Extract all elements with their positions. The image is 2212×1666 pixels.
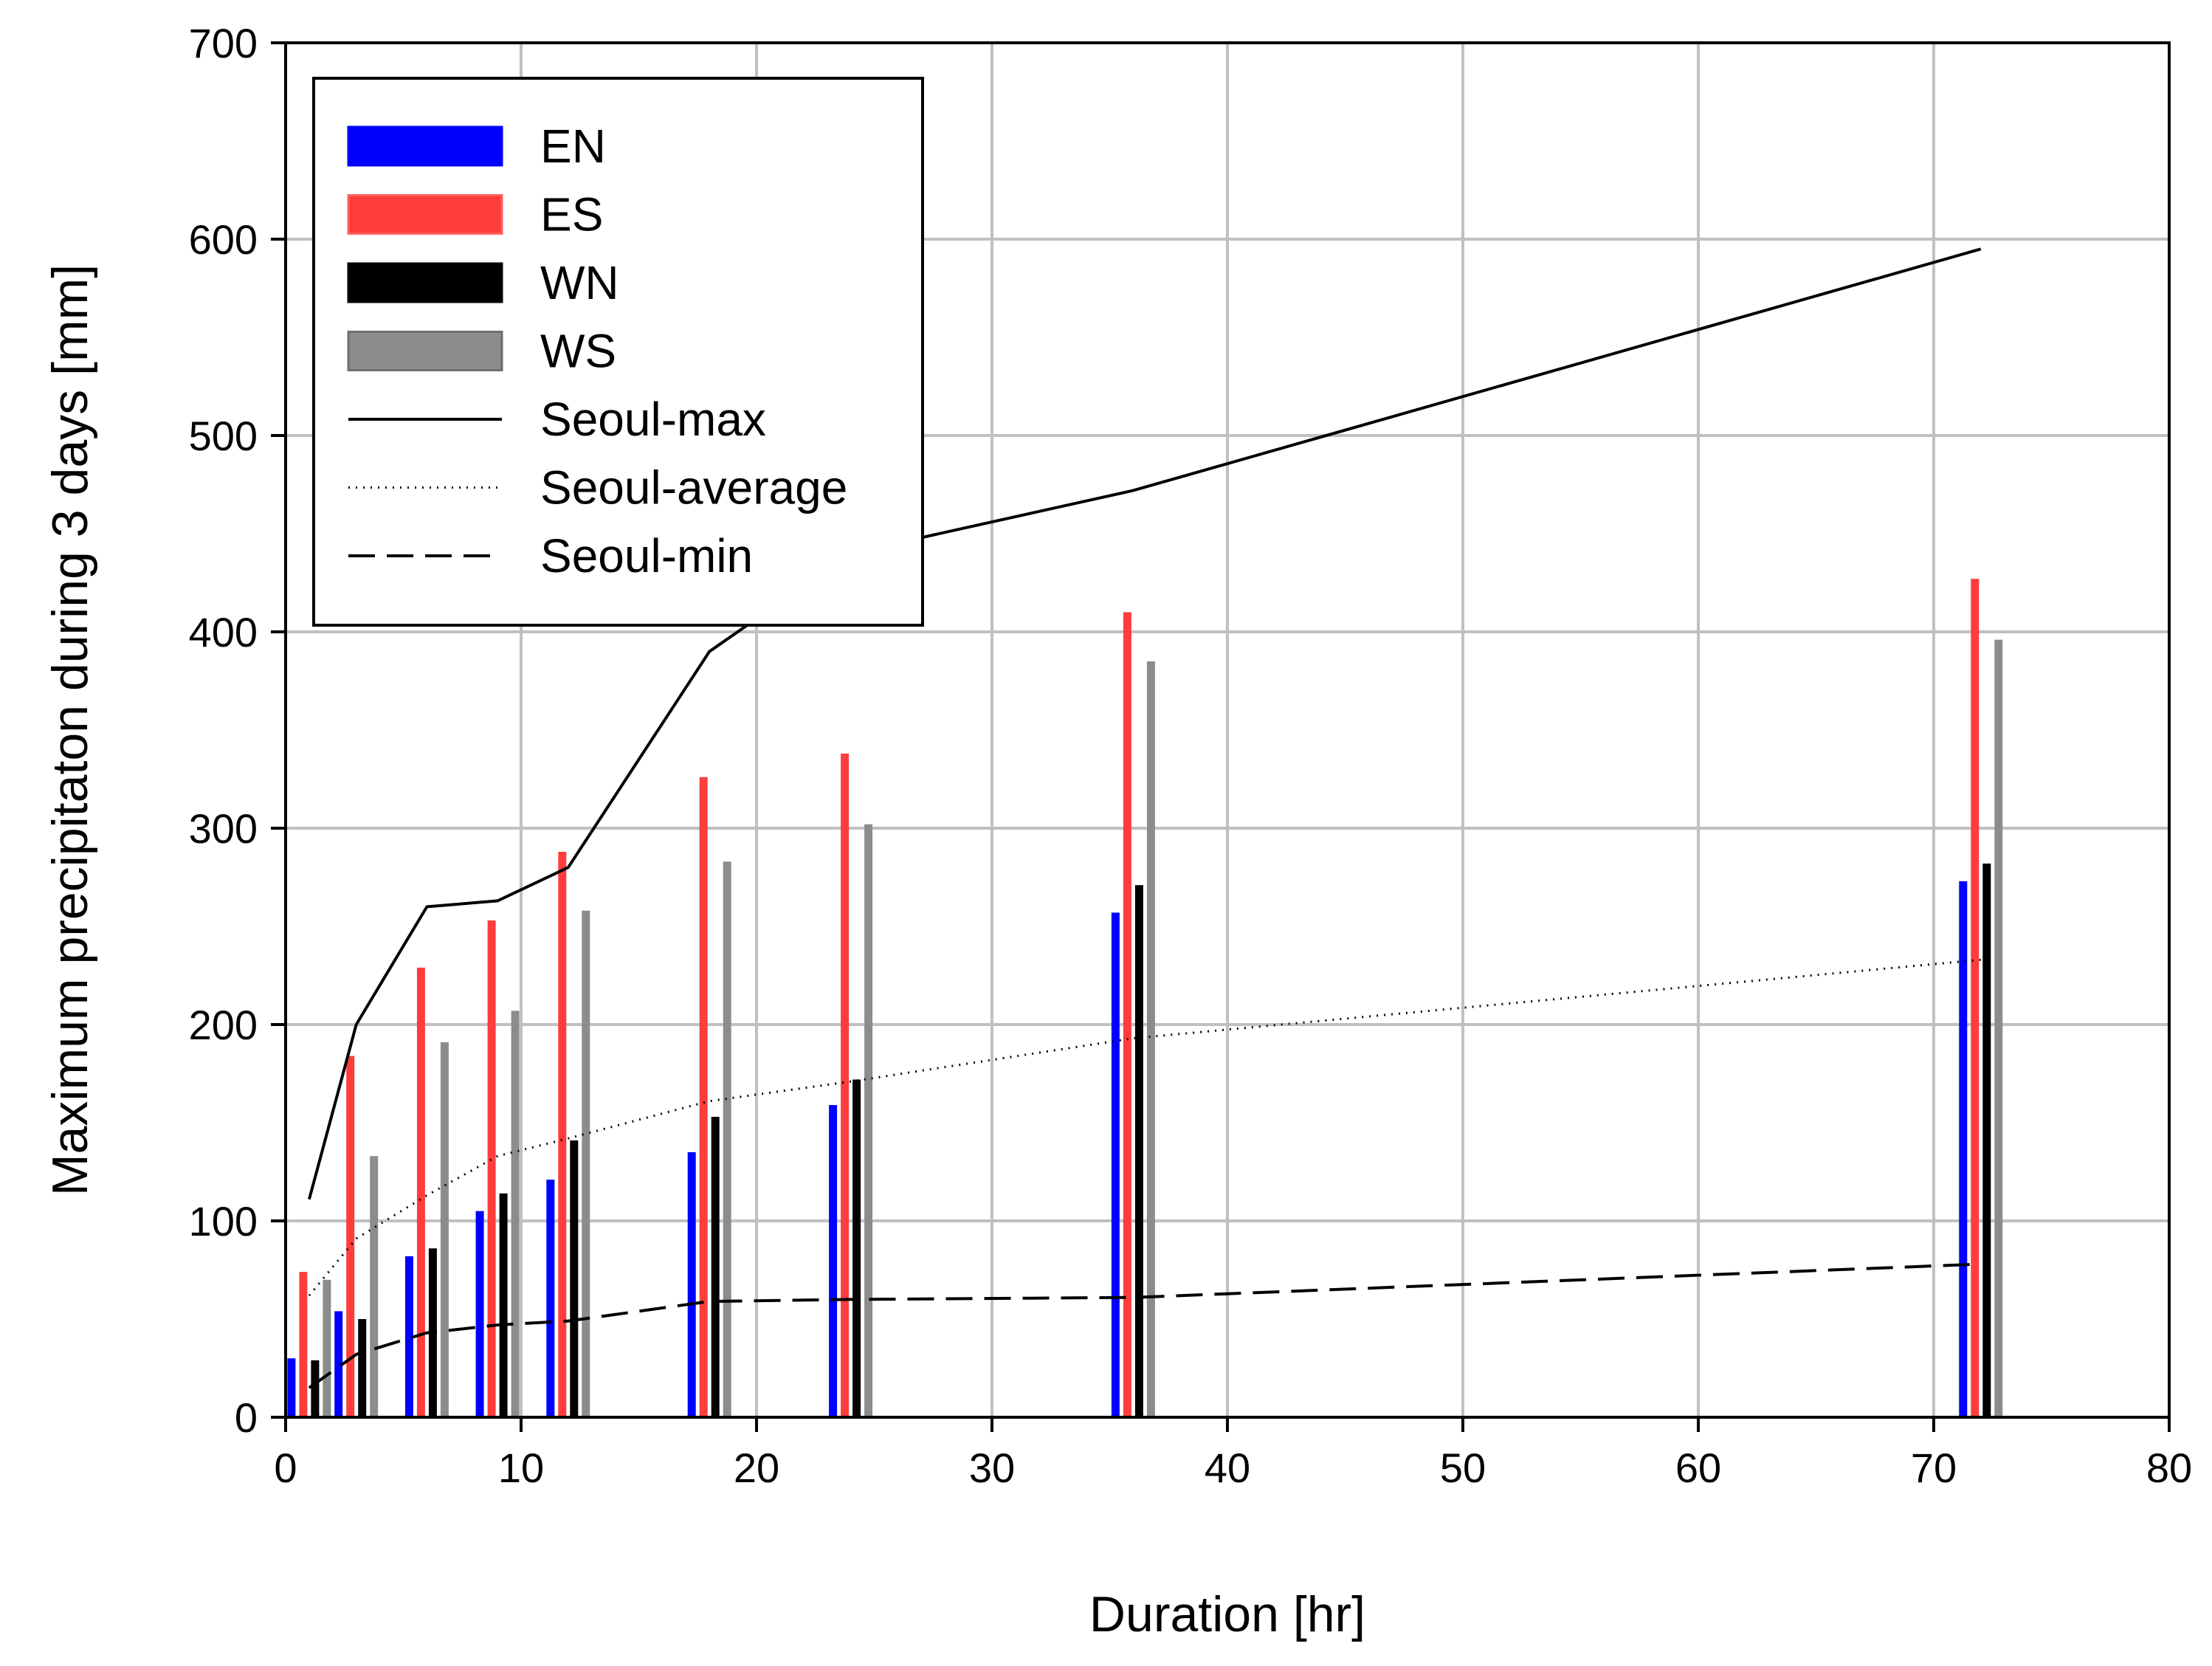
bar-wn xyxy=(570,1140,579,1417)
lines xyxy=(307,247,1982,1389)
x-tick-label: 70 xyxy=(1911,1445,1957,1491)
bar-es xyxy=(299,1272,308,1417)
bar-ws xyxy=(323,1279,331,1417)
bar-en xyxy=(1111,912,1120,1417)
x-tick-label: 60 xyxy=(1675,1445,1721,1491)
line-seoul-average xyxy=(308,958,1981,1297)
x-tick-label: 10 xyxy=(498,1445,544,1491)
legend-label-wn: WN xyxy=(540,256,619,309)
bar-en xyxy=(546,1180,555,1417)
bar-es xyxy=(1971,579,1980,1418)
x-tick-label: 40 xyxy=(1205,1445,1250,1491)
legend: EN ES WN WS Seoul-max Seoul-average Seoul-min xyxy=(312,77,924,627)
y-tick-label: 0 xyxy=(235,1394,258,1441)
bar-wn xyxy=(1982,863,1991,1417)
bar-es xyxy=(558,851,567,1417)
ticks xyxy=(271,41,2171,1432)
bar-ws xyxy=(1146,661,1155,1417)
x-axis-label: Duration [hr] xyxy=(1089,1586,1365,1642)
legend-label-seoul-average: Seoul-average xyxy=(540,461,847,514)
legend-label-seoul-min: Seoul-min xyxy=(540,529,753,582)
line-seoul-max xyxy=(307,247,1982,1200)
x-tick-label: 20 xyxy=(734,1445,779,1491)
legend-label-en: EN xyxy=(540,120,606,173)
x-tick-label: 30 xyxy=(969,1445,1015,1491)
legend-swatch-en xyxy=(347,125,503,167)
bar-wn xyxy=(311,1360,320,1417)
bar-en xyxy=(287,1358,296,1417)
x-tick-label: 50 xyxy=(1440,1445,1486,1491)
bar-es xyxy=(699,777,708,1417)
bar-ws xyxy=(370,1156,379,1417)
x-tick-label: 80 xyxy=(2146,1445,2192,1491)
bar-es xyxy=(1123,612,1131,1417)
bar-wn xyxy=(852,1079,861,1417)
legend-label-es: ES xyxy=(540,188,603,241)
y-tick-label: 600 xyxy=(189,216,258,263)
y-tick-label: 700 xyxy=(189,20,258,66)
bar-en xyxy=(475,1211,484,1417)
bar-es xyxy=(416,967,425,1417)
bar-es xyxy=(487,920,496,1417)
bar-wn xyxy=(358,1319,367,1417)
y-tick-label: 100 xyxy=(189,1198,258,1245)
legend-label-seoul-max: Seoul-max xyxy=(540,393,766,446)
bar-wn xyxy=(711,1117,720,1417)
bar-es xyxy=(346,1056,355,1417)
legend-swatch-wn xyxy=(347,262,503,303)
y-tick-label: 300 xyxy=(189,805,258,852)
tick-labels: 0 10 20 30 40 50 60 70 80 0 100 200 300 400 500 600 700 xyxy=(189,20,2193,1491)
x-tick-label: 0 xyxy=(274,1445,297,1491)
bar-wn xyxy=(1134,885,1143,1417)
legend-swatch-es xyxy=(347,194,503,235)
legend-label-ws: WS xyxy=(540,325,616,378)
bar-ws xyxy=(1994,639,2003,1417)
bar-ws xyxy=(582,910,590,1417)
bar-en xyxy=(334,1311,343,1417)
legend-swatch-ws xyxy=(347,331,503,371)
grid xyxy=(286,43,2169,1417)
bar-ws xyxy=(440,1042,449,1417)
y-axis-label: Maximum precipitaton during 3 days [mm] xyxy=(42,264,98,1196)
y-tick-label: 200 xyxy=(189,1002,258,1048)
y-tick-label: 500 xyxy=(189,413,258,459)
bar-ws xyxy=(723,861,731,1417)
bar-en xyxy=(1959,881,1968,1417)
bar-en xyxy=(404,1256,413,1417)
bar-en xyxy=(829,1105,838,1417)
bar-en xyxy=(687,1152,696,1417)
bar-es xyxy=(841,753,850,1417)
bar-ws xyxy=(511,1011,520,1417)
line-seoul-min xyxy=(308,1262,1981,1389)
bar-ws xyxy=(864,824,873,1417)
y-tick-label: 400 xyxy=(189,609,258,655)
bar-wn xyxy=(499,1193,508,1417)
